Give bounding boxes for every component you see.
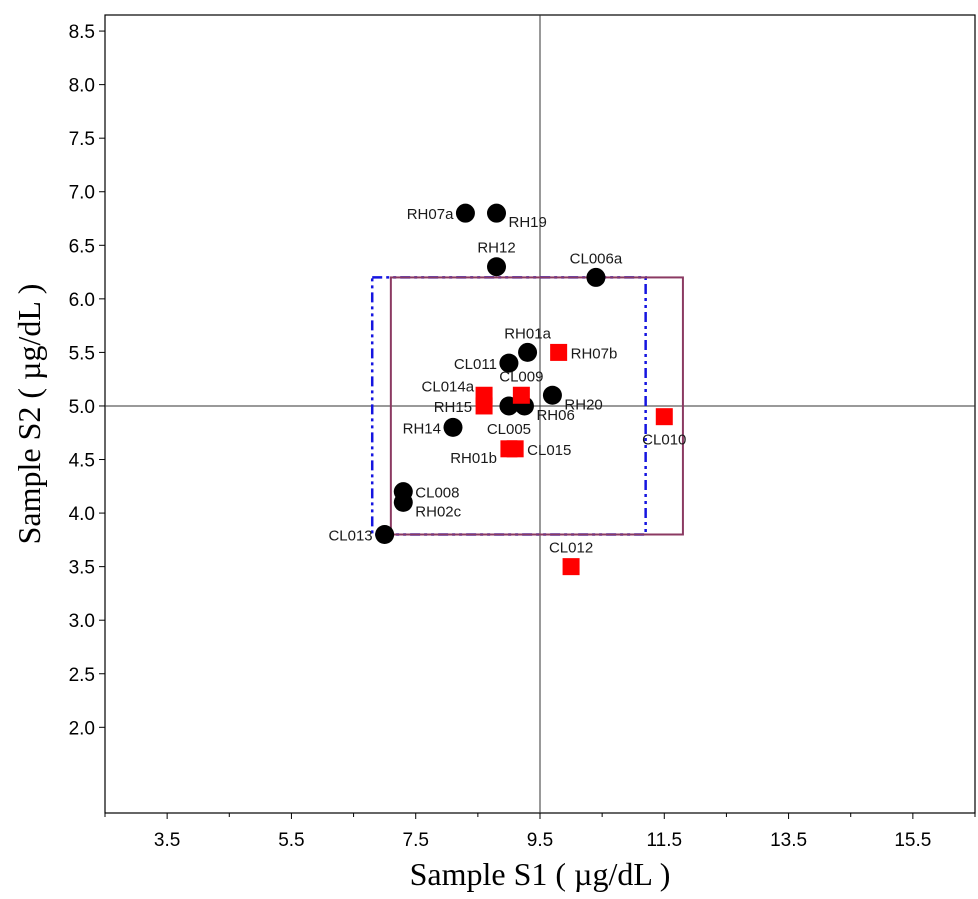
data-point-circle: [375, 525, 395, 545]
data-point-circle: [499, 353, 519, 373]
x-tick-label: 3.5: [154, 830, 180, 851]
y-axis-title: Sample S2 ( µg/dL ): [11, 284, 47, 545]
point-label: RH14: [403, 420, 441, 437]
point-label: RH02c: [415, 503, 461, 520]
point-label: RH07a: [407, 206, 454, 223]
x-axis-title: Sample S1 ( µg/dL ): [410, 856, 671, 892]
reference-lines: [105, 15, 975, 813]
range-boxes: [370, 276, 684, 536]
data-point-circle: [586, 267, 606, 287]
data-point-square: [512, 386, 530, 404]
y-tick-label: 5.0: [69, 397, 95, 418]
data-point-square: [475, 397, 493, 415]
point-label: RH20: [564, 396, 602, 413]
y-tick-label: 2.5: [69, 665, 95, 686]
point-label: CL005: [487, 421, 531, 438]
point-label: RH12: [477, 240, 515, 257]
data-point-circle: [518, 342, 538, 362]
y-tick-label: 4.0: [69, 504, 95, 525]
solid-range-box: [389, 276, 684, 536]
data-point-square: [550, 343, 568, 361]
data-points: [375, 203, 673, 576]
data-point-circle: [455, 203, 475, 223]
point-labels: RH07a RH19 RH12 CL006a RH01a CL011 RH20 CL005 RH…: [328, 206, 686, 556]
y-tick-label: 8.5: [69, 22, 95, 43]
data-point-circle: [443, 417, 463, 437]
y-tick-label: 8.0: [69, 76, 95, 97]
point-label: RH01a: [504, 325, 551, 342]
point-label: RH01b: [450, 450, 497, 467]
point-label: RH19: [509, 214, 547, 231]
y-tick-label: 6.5: [69, 236, 95, 257]
y-tick-label: 3.0: [69, 611, 95, 632]
point-label: CL010: [642, 432, 686, 449]
x-tick-label: 9.5: [527, 830, 553, 851]
y-tick-label: 7.5: [69, 129, 95, 150]
data-point-square: [562, 558, 580, 576]
point-label: CL013: [328, 528, 372, 545]
y-tick-label: 2.0: [69, 718, 95, 739]
data-point-circle: [393, 492, 413, 512]
point-label: RH06: [536, 407, 574, 424]
x-tick-label: 7.5: [403, 830, 429, 851]
y-axis-ticks: 2.0 2.5 3.0 3.5 4.0 4.5 5.0 5.5 6.0 6.5 7.0 7.5 8.0 8…: [69, 22, 105, 739]
y-tick-label: 4.5: [69, 451, 95, 472]
point-label: CL014a: [422, 378, 475, 395]
y-tick-label: 5.5: [69, 343, 95, 364]
x-tick-label: 15.5: [894, 830, 931, 851]
data-point-circle: [542, 385, 562, 405]
y-tick-label: 6.0: [69, 290, 95, 311]
point-label: RH07b: [571, 345, 618, 362]
point-label: CL009: [499, 368, 543, 385]
y-tick-label: 3.5: [69, 558, 95, 579]
point-label: CL012: [549, 540, 593, 557]
data-point-circle: [487, 257, 506, 277]
data-point-square: [506, 440, 524, 458]
point-label: RH15: [434, 399, 472, 416]
data-point-circle: [487, 203, 506, 223]
x-axis-ticks: 3.5 5.5 7.5 9.5 11.5 13.5 15.5: [104, 813, 976, 851]
data-point-square: [655, 408, 673, 426]
x-tick-label: 11.5: [646, 830, 682, 851]
point-label: CL011: [454, 356, 497, 373]
point-label: CL015: [527, 442, 571, 459]
point-label: CL008: [415, 485, 459, 502]
y-tick-label: 7.0: [69, 183, 95, 204]
point-label: CL006a: [570, 250, 623, 267]
x-tick-label: 13.5: [770, 830, 807, 851]
x-tick-label: 5.5: [278, 830, 304, 851]
